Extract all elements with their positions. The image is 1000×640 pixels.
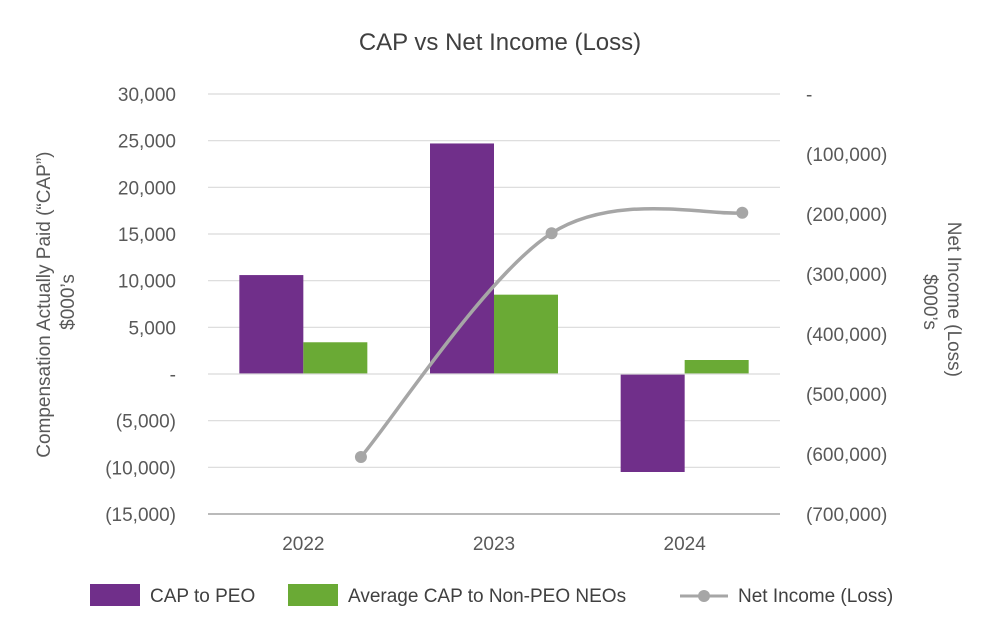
right-tick-label: (400,000) [806, 325, 887, 346]
right-axis-title: Net Income (Loss) $000’s [919, 222, 964, 383]
left-tick-label: (10,000) [105, 458, 176, 479]
left-tick-label: 30,000 [118, 85, 176, 106]
net-income-point-2023 [545, 227, 558, 240]
left-tick-label: 25,000 [118, 132, 176, 153]
left-tick-label: - [170, 365, 176, 386]
x-tick-label: 2023 [473, 534, 515, 555]
bar-avg-cap-2022 [303, 342, 368, 374]
left-tick-label: (5,000) [116, 412, 176, 433]
legend-label-avg-cap: Average CAP to Non-PEO NEOs [348, 586, 626, 607]
x-tick-label: 2024 [664, 534, 707, 555]
right-tick-label: (300,000) [806, 265, 887, 286]
right-tick-label: (200,000) [806, 205, 887, 226]
left-axis-ticks: 30,000 25,000 20,000 15,000 10,000 5,000 - (5,0… [105, 85, 176, 526]
left-tick-label: 15,000 [118, 225, 176, 246]
x-axis-ticks: 2022 2023 2024 [282, 534, 706, 555]
left-tick-label: (15,000) [105, 505, 176, 526]
bar-cap-peo-2023 [430, 143, 494, 374]
right-tick-label: (600,000) [806, 445, 887, 466]
legend-swatch-avg-cap [288, 584, 338, 606]
legend-marker-net-income [698, 590, 710, 602]
left-tick-label: 10,000 [118, 272, 176, 293]
bar-cap-peo-2022 [239, 275, 304, 374]
right-tick-label: (500,000) [806, 385, 887, 406]
x-tick-label: 2022 [282, 534, 324, 555]
chart-title: CAP vs Net Income (Loss) [359, 29, 641, 56]
right-tick-label: (700,000) [806, 505, 887, 526]
legend: CAP to PEO Average CAP to Non-PEO NEOs N… [90, 584, 893, 607]
left-tick-label: 20,000 [118, 178, 176, 199]
bars-group [239, 143, 749, 472]
left-tick-label: 5,000 [128, 318, 176, 339]
left-axis-title: Compensation Actually Paid (“CAP”) $000’… [34, 146, 79, 458]
net-income-line [359, 206, 743, 459]
net-income-line-group [354, 206, 749, 463]
right-tick-label: - [806, 85, 812, 106]
net-income-point-2022 [354, 451, 367, 463]
legend-label-cap-peo: CAP to PEO [150, 586, 255, 607]
bar-avg-cap-2023 [494, 294, 558, 374]
zero-baseline [208, 373, 780, 515]
legend-swatch-cap-peo [90, 584, 140, 606]
legend-label-net-income: Net Income (Loss) [738, 586, 893, 607]
right-axis-ticks: - (100,000) (200,000) (300,000) (400,000) (50… [806, 85, 887, 526]
right-tick-label: (100,000) [806, 145, 887, 166]
bar-cap-peo-2024 [620, 374, 685, 472]
net-income-point-2024 [736, 206, 749, 219]
bar-avg-cap-2024 [684, 360, 749, 374]
